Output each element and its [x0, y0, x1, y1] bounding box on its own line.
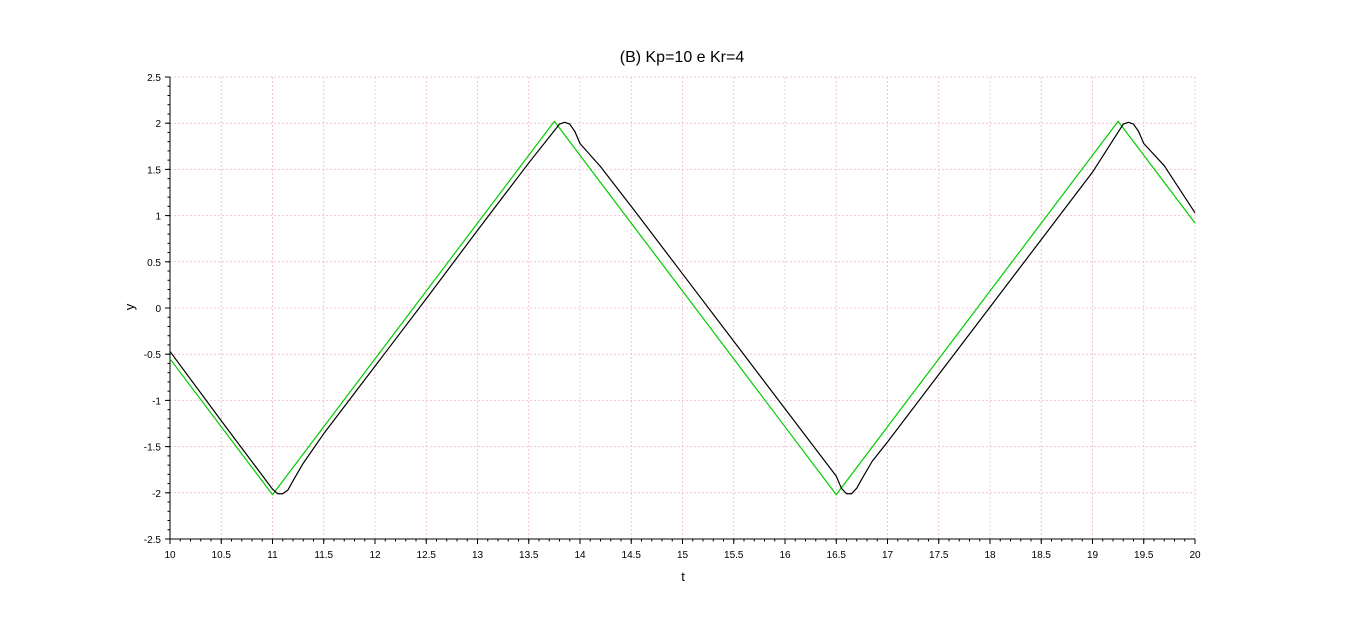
y-tick-label: 0 — [155, 304, 161, 315]
x-tick-label: 10 — [164, 550, 176, 561]
x-tick-label: 19 — [1087, 550, 1099, 561]
x-tick-label: 10.5 — [212, 550, 232, 561]
x-tick-label: 12.5 — [417, 550, 437, 561]
y-tick-label: 1 — [155, 212, 161, 223]
x-tick-label: 14 — [574, 550, 586, 561]
y-tick-label: 2.5 — [147, 73, 161, 84]
y-tick-label: -2 — [152, 489, 161, 500]
x-tick-label: 16.5 — [827, 550, 847, 561]
y-axis-label: y — [122, 303, 137, 310]
x-tick-label: 17 — [882, 550, 894, 561]
y-tick-label: 0.5 — [147, 258, 161, 269]
x-tick-label: 20 — [1189, 550, 1201, 561]
x-tick-label: 14.5 — [622, 550, 642, 561]
x-tick-label: 11 — [267, 550, 278, 561]
y-tick-label: -2.5 — [144, 535, 162, 546]
x-tick-label: 18 — [984, 550, 996, 561]
y-tick-label: -1.5 — [144, 443, 162, 454]
y-tick-label: 2 — [155, 119, 161, 130]
y-tick-label: 1.5 — [147, 165, 161, 176]
series-group — [169, 120, 1196, 496]
x-tick-label: 19.5 — [1134, 550, 1154, 561]
x-tick-label: 15.5 — [724, 550, 744, 561]
x-tick-label: 18.5 — [1032, 550, 1052, 561]
x-tick-label: 17.5 — [929, 550, 949, 561]
x-axis-label: t — [681, 569, 685, 584]
x-tick-label: 16 — [779, 550, 791, 561]
grid — [169, 76, 1196, 540]
series-line-1 — [169, 120, 1196, 496]
x-tick-label: 13.5 — [519, 550, 539, 561]
ticks: 10 10.5 11 11.5 12 12.5 13 13.5 14 14.5 15 15.5 16 16… — [144, 73, 1201, 561]
x-tick-label: 12 — [369, 550, 381, 561]
x-tick-label: 15 — [677, 550, 689, 561]
series-line-2 — [169, 121, 1196, 495]
x-tick-label: 11.5 — [314, 550, 333, 561]
y-tick-label: -1 — [152, 396, 161, 407]
y-tick-label: -0.5 — [144, 350, 162, 361]
chart-title: (B) Kp=10 e Kr=4 — [620, 49, 745, 66]
x-tick-label: 13 — [472, 550, 484, 561]
